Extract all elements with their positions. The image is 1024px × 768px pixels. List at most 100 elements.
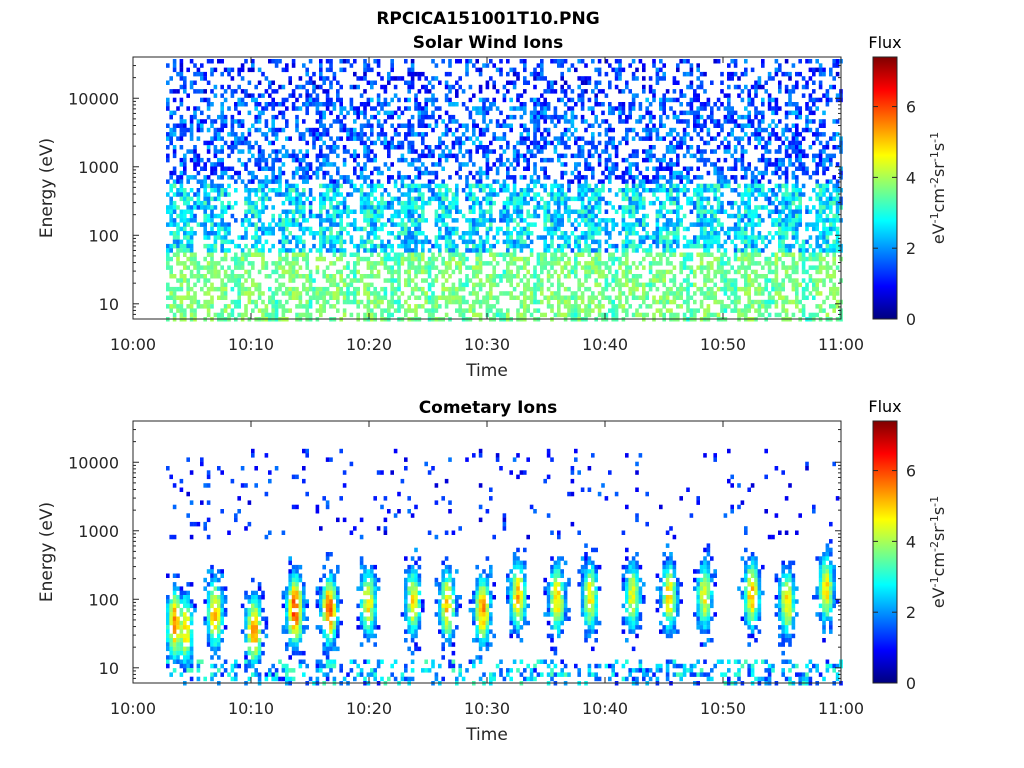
heatmap-cell (485, 153, 490, 159)
heatmap-cell (672, 209, 677, 214)
heatmap-cell (519, 231, 524, 236)
heatmap-cell (315, 231, 320, 236)
heatmap-cell (434, 265, 439, 270)
heatmap-cell (631, 213, 636, 219)
heatmap-cell (438, 145, 442, 150)
heatmap-cell (220, 59, 224, 64)
heatmap-cell (206, 157, 211, 163)
heatmap-cell (553, 136, 558, 141)
heatmap-cell (509, 231, 513, 236)
heatmap-cell (278, 213, 282, 219)
heatmap-cell (302, 286, 306, 292)
heatmap-cell (424, 239, 428, 245)
heatmap-cell (448, 205, 452, 210)
heatmap-cell (686, 188, 690, 193)
heatmap-cell (274, 59, 279, 64)
heatmap-cell (543, 97, 547, 103)
heatmap-cell (567, 218, 571, 223)
heatmap-cell (455, 286, 459, 292)
heatmap-cell (261, 196, 265, 202)
heatmap-cell (203, 213, 207, 219)
heatmap-cell (322, 299, 326, 305)
heatmap-cell (172, 179, 177, 184)
heatmap-cell (376, 179, 381, 184)
heatmap-cell (370, 123, 374, 128)
heatmap-cell (604, 209, 609, 214)
heatmap-cell (434, 235, 439, 240)
heatmap-cell (295, 239, 299, 245)
heatmap-cell (172, 209, 177, 214)
heatmap-cell (234, 170, 238, 176)
heatmap-cell (506, 123, 510, 128)
heatmap-cell (176, 239, 180, 245)
heatmap-cell (410, 76, 415, 81)
heatmap-cell (322, 183, 326, 189)
heatmap-cell (536, 127, 541, 133)
heatmap-cell (319, 231, 323, 236)
heatmap-cell (220, 157, 224, 163)
heatmap-cell (550, 231, 554, 236)
heatmap-cell (305, 304, 309, 309)
heatmap-cell (298, 239, 303, 245)
heatmap-cell (264, 265, 269, 270)
heatmap-cell (635, 308, 639, 313)
heatmap-cell (410, 157, 415, 163)
heatmap-cell (427, 114, 432, 120)
heatmap-cell (543, 106, 547, 111)
heatmap-cell (302, 166, 306, 171)
heatmap-cell (478, 239, 483, 245)
heatmap-cell (580, 149, 585, 154)
heatmap-cell (703, 218, 707, 223)
heatmap-cell (577, 76, 581, 81)
heatmap-cell (353, 278, 357, 283)
heatmap-cell (373, 291, 377, 296)
heatmap-cell (676, 291, 680, 296)
heatmap-cell (257, 282, 262, 288)
heatmap-cell (597, 196, 602, 202)
heatmap-cell (261, 299, 265, 305)
heatmap-cell (587, 123, 592, 128)
heatmap-cell (366, 299, 371, 305)
heatmap-cell (223, 67, 228, 73)
heatmap-cell (397, 243, 401, 249)
heatmap-cell (512, 252, 517, 257)
heatmap-cell (665, 145, 670, 150)
heatmap-cell (618, 282, 622, 288)
heatmap-cell (662, 269, 666, 275)
heatmap-cell (686, 295, 690, 300)
heatmap-cell (200, 76, 204, 81)
heatmap-cell (601, 89, 605, 94)
heatmap-cell (363, 175, 367, 180)
heatmap-cell (431, 299, 435, 305)
heatmap-cell (427, 89, 432, 94)
heatmap-cell (560, 59, 564, 64)
heatmap-cell (380, 286, 384, 292)
heatmap-cell (244, 140, 248, 146)
heatmap-cell (689, 80, 694, 85)
heatmap-cell (363, 205, 367, 210)
heatmap-cell (560, 312, 564, 318)
heatmap-cell (257, 235, 262, 240)
heatmap-cell (485, 106, 490, 111)
heatmap-cell (206, 304, 211, 309)
heatmap-cell (349, 269, 354, 275)
heatmap-cell (210, 209, 214, 214)
heatmap-cell (526, 127, 530, 133)
heatmap-cell (696, 110, 700, 116)
heatmap-cell (662, 102, 666, 107)
heatmap-cell (570, 89, 575, 94)
heatmap-cell (329, 261, 333, 266)
heatmap-cell (550, 252, 554, 257)
heatmap-cell (665, 239, 670, 245)
heatmap-cell (478, 278, 483, 283)
heatmap-cell (584, 162, 588, 167)
heatmap-cell (257, 308, 262, 313)
heatmap-cell (676, 196, 680, 202)
heatmap-cell (387, 312, 391, 318)
heatmap-cell (682, 312, 687, 318)
heatmap-cell (349, 127, 354, 133)
heatmap-cell (356, 188, 360, 193)
heatmap-cell (631, 261, 636, 266)
heatmap-cell (475, 170, 479, 176)
heatmap-cell (305, 67, 309, 73)
